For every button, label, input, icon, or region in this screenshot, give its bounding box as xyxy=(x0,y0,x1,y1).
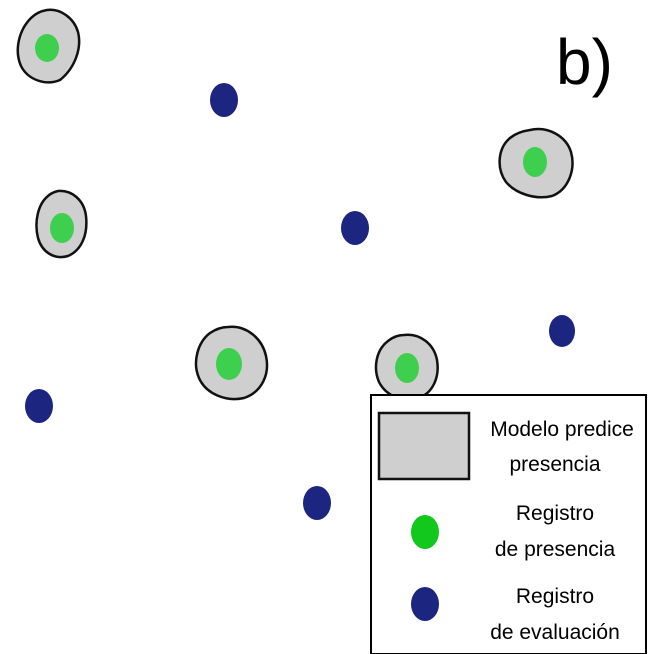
predicted-presence-patch xyxy=(35,189,88,259)
predicted-presence-patch xyxy=(374,333,439,401)
evaluation-record-dot xyxy=(25,389,53,423)
presence-record-dot xyxy=(35,34,59,62)
presence-record-dot xyxy=(50,213,74,243)
legend-model-label-line2: presencia xyxy=(509,453,600,476)
legend-presence-label-line2: de presencia xyxy=(495,538,616,561)
legend-presence-label-line1: Registro xyxy=(516,502,594,525)
legend-evaluation-label-line2: de evaluación xyxy=(490,621,620,644)
legend: Modelo predice presencia Registro de pre… xyxy=(370,394,647,654)
presence-record-dot xyxy=(216,348,242,380)
predicted-presence-patch xyxy=(498,127,574,199)
legend-model-swatch xyxy=(377,411,471,481)
legend-evaluation-swatch xyxy=(411,587,439,621)
legend-presence-swatch xyxy=(411,515,439,549)
evaluation-record-dot xyxy=(549,315,575,347)
predicted-presence-patch xyxy=(16,8,81,84)
evaluation-record-dot xyxy=(341,211,369,245)
legend-evaluation-label-line1: Registro xyxy=(516,585,594,608)
legend-model-label-line1: Modelo predice xyxy=(490,418,634,441)
panel-label: b) xyxy=(556,26,613,98)
predicted-presence-patch xyxy=(194,325,269,401)
presence-record-dot xyxy=(523,147,547,177)
presence-record-dot xyxy=(395,353,419,383)
evaluation-record-dot xyxy=(210,83,238,117)
evaluation-record-dot xyxy=(303,486,331,520)
